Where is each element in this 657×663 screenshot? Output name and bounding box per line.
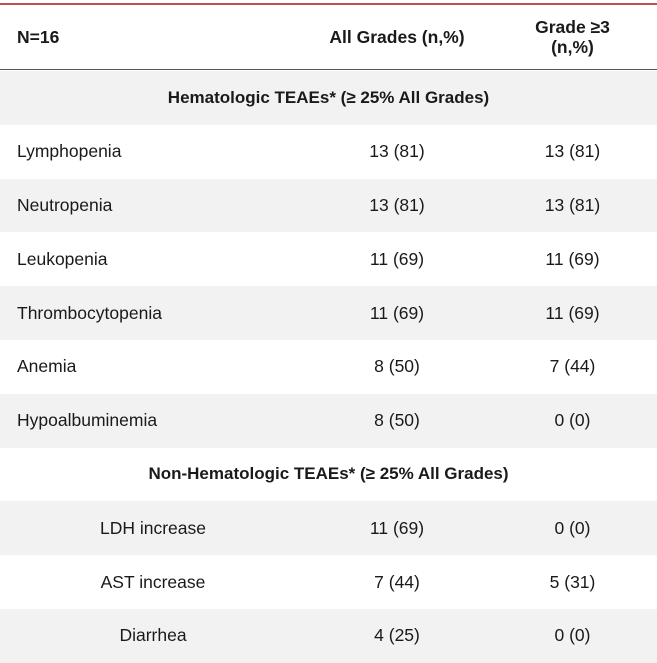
event-name: Hypoalbuminemia	[17, 410, 158, 431]
data-row: Leukopenia 11 (69) 11 (69)	[0, 232, 657, 286]
event-name: Anemia	[17, 356, 77, 377]
grade3-value: 11 (69)	[545, 248, 600, 269]
data-row: Anemia 8 (50) 7 (44)	[0, 340, 657, 394]
grade3-value: 13 (81)	[544, 141, 601, 162]
all-grades-value: 11 (69)	[369, 517, 425, 538]
grade3-value: 13 (81)	[544, 194, 601, 215]
all-grades-value: 11 (69)	[369, 302, 425, 323]
data-row: LDH increase 11 (69) 0 (0)	[0, 501, 657, 556]
all-grades-value: 11 (69)	[369, 248, 425, 269]
header-cell: Grade ≥3 (n,%)	[535, 17, 610, 57]
data-row: Lymphopenia 13 (81) 13 (81)	[0, 125, 657, 179]
event-name: Neutropenia	[17, 194, 113, 215]
header-cell: All Grades (n,%)	[329, 26, 465, 47]
grade3-value: 7 (44)	[549, 356, 596, 377]
all-grades-value: 13 (81)	[369, 141, 425, 162]
event-name: AST increase	[100, 571, 206, 592]
data-row: Thrombocytopenia 11 (69) 11 (69)	[0, 286, 657, 340]
all-grades-value: 8 (50)	[374, 410, 420, 431]
all-grades-value: 7 (44)	[374, 571, 420, 592]
event-name: LDH increase	[99, 517, 207, 538]
event-name: Thrombocytopenia	[17, 302, 162, 323]
grade3-value: 0 (0)	[554, 517, 591, 538]
section-title: Hematologic TEAEs* (≥ 25% All Grades)	[167, 87, 490, 107]
data-row: Neutropenia 13 (81) 13 (81)	[0, 178, 657, 233]
section-title: Non-Hematologic TEAEs* (≥ 25% All Grades…	[148, 464, 509, 484]
section-row: Non-Hematologic TEAEs* (≥ 25% All Grades…	[0, 448, 657, 502]
grade3-value: 0 (0)	[554, 410, 591, 431]
all-grades-value: 4 (25)	[374, 625, 420, 646]
header-cell: N=16	[17, 26, 60, 47]
top-rule	[0, 3, 657, 5]
all-grades-value: 8 (50)	[374, 356, 420, 377]
event-name: Diarrhea	[119, 625, 187, 646]
all-grades-value: 13 (81)	[369, 194, 425, 215]
event-name: Leukopenia	[17, 248, 108, 269]
data-row: Diarrhea 4 (25) 0 (0)	[0, 609, 657, 663]
data-row: AST increase 7 (44) 5 (31)	[0, 555, 657, 609]
header-row: N=16 All Grades (n,%) Grade ≥3 (n,%)	[0, 5, 657, 70]
section-row: Hematologic TEAEs* (≥ 25% All Grades)	[0, 71, 657, 125]
grade3-value: 5 (31)	[549, 571, 596, 592]
grade3-value: 0 (0)	[554, 625, 591, 646]
event-name: Lymphopenia	[17, 141, 122, 162]
grade3-value: 11 (69)	[545, 302, 600, 323]
data-row: Hypoalbuminemia 8 (50) 0 (0)	[0, 393, 657, 448]
